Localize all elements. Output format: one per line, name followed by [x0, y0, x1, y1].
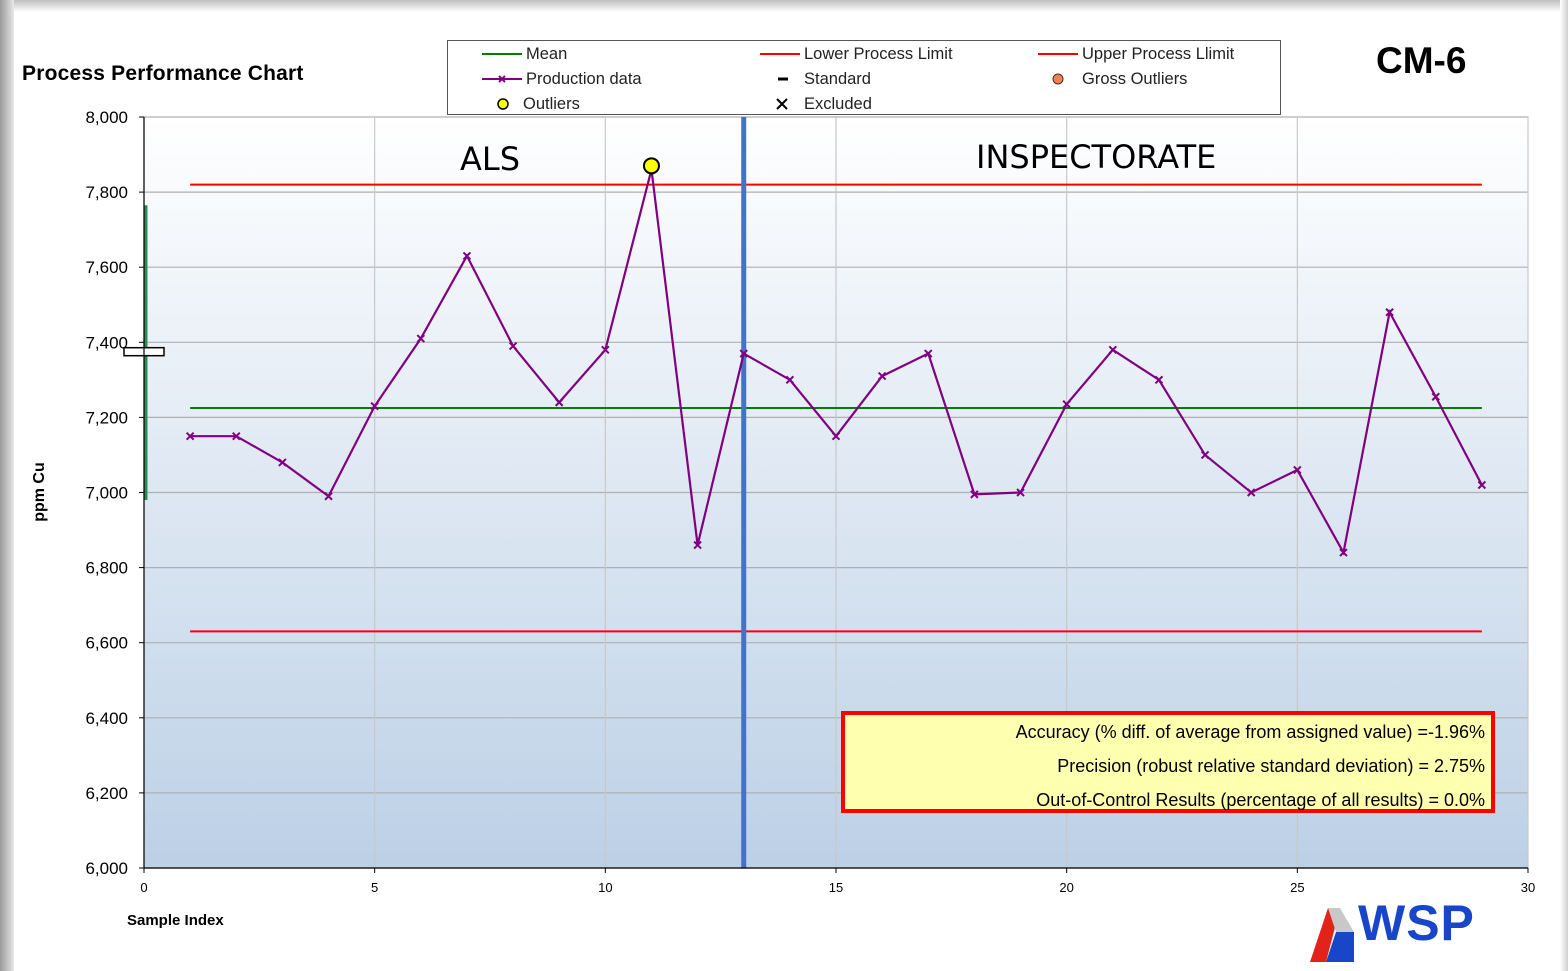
legend-label-standard: Standard [804, 69, 871, 88]
y-tick-label: 7,400 [85, 333, 128, 352]
legend-item-upl: Upper Process Llimit [1038, 43, 1234, 65]
production-data-point [785, 375, 795, 385]
lower-limit-line-icon [760, 53, 800, 55]
legend: Mean Production data Outliers Lower Proc… [447, 40, 1281, 115]
stats-box: Accuracy (% diff. of average from assign… [841, 711, 1495, 813]
x-tick-label: 15 [829, 880, 843, 895]
production-data-point [185, 431, 195, 441]
standard-dash-icon [778, 77, 788, 81]
region-label-als: ALS [460, 140, 521, 178]
legend-label-gross: Gross Outliers [1082, 69, 1188, 88]
stat-out-of-control: Out-of-Control Results (percentage of al… [1036, 790, 1485, 810]
y-tick-label: 7,000 [85, 484, 128, 503]
excluded-x-icon [776, 98, 788, 110]
outlier-marker-icon [497, 98, 509, 110]
production-data-point [1385, 308, 1394, 317]
x-tick-label: 30 [1521, 880, 1535, 895]
y-tick-label: 6,600 [85, 634, 128, 653]
y-tick-label: 7,600 [85, 258, 128, 277]
chart-code: CM-6 [1376, 40, 1467, 81]
y-tick-label: 6,000 [85, 859, 128, 878]
production-data-point [1339, 548, 1348, 557]
x-tick-label: 25 [1290, 880, 1304, 895]
production-data-point [970, 490, 979, 499]
production-data-point [278, 458, 287, 467]
frame-shadow-top [0, 0, 1568, 12]
legend-label-outliers: Outliers [523, 94, 580, 113]
production-line-icon [482, 75, 522, 83]
gross-outlier-icon [1052, 73, 1064, 85]
production-data-point [508, 341, 518, 351]
y-tick-label: 6,400 [85, 709, 128, 728]
production-data-point [1293, 465, 1302, 475]
legend-item-outliers: Outliers [495, 93, 580, 115]
y-tick-label: 8,000 [85, 108, 128, 127]
production-data-point [1477, 480, 1487, 490]
legend-label-excluded: Excluded [804, 94, 872, 113]
production-data-point [1016, 488, 1025, 497]
legend-item-gross: Gross Outliers [1048, 68, 1187, 90]
legend-item-mean: Mean [482, 43, 567, 65]
y-tick-label: 6,200 [85, 784, 128, 803]
production-data-point [232, 431, 241, 441]
production-data-point [462, 251, 472, 261]
upper-limit-line-icon [1038, 53, 1078, 55]
legend-item-standard: Standard [772, 68, 871, 90]
production-data-point [1154, 375, 1164, 385]
outlier-point [642, 157, 660, 175]
frame-shadow-right [1560, 0, 1568, 971]
legend-item-excluded: Excluded [772, 93, 872, 115]
production-data-point [693, 540, 702, 550]
production-data-point [416, 334, 426, 343]
frame-shadow-left [0, 0, 14, 971]
chart-title: Process Performance Chart [22, 62, 304, 85]
production-data-point [1431, 392, 1440, 401]
production-data-point [924, 349, 933, 358]
y-tick-label: 6,800 [85, 559, 128, 578]
legend-item-lpl: Lower Process Limit [760, 43, 953, 65]
mean-line-icon [482, 53, 522, 55]
y-axis-label: ppm Cu [31, 462, 48, 522]
production-data-point [370, 401, 379, 411]
production-data-point [601, 345, 610, 355]
x-tick-label: 20 [1059, 880, 1073, 895]
wsp-logo-text: WSP [1358, 895, 1475, 951]
production-data-point [1062, 400, 1071, 409]
y-tick-label: 7,200 [85, 408, 128, 427]
production-data-point [739, 349, 748, 358]
production-data-point [1246, 488, 1256, 497]
x-tick-label: 0 [140, 880, 147, 895]
x-tick-label: 5 [371, 880, 378, 895]
legend-label-lpl: Lower Process Limit [804, 44, 953, 63]
production-data-point [324, 492, 333, 501]
production-data-point [554, 398, 564, 407]
x-tick-label: 10 [598, 880, 612, 895]
wsp-logo: WSP [1306, 895, 1506, 964]
production-data-point [877, 371, 887, 381]
x-axis-label: Sample Index [127, 912, 224, 929]
region-label-inspectorate: INSPECTORATE [976, 138, 1217, 176]
legend-label-mean: Mean [526, 44, 568, 63]
wsp-logo-mark-icon [1310, 908, 1354, 962]
legend-label-production: Production data [526, 69, 642, 88]
production-data-point [831, 431, 841, 441]
legend-item-production: Production data [482, 68, 642, 90]
y-tick-label: 7,800 [85, 183, 128, 202]
production-data-point [1108, 345, 1118, 355]
production-data-point [1200, 450, 1210, 460]
stat-precision: Precision (robust relative standard devi… [1057, 756, 1485, 776]
legend-label-upl: Upper Process Llimit [1082, 44, 1235, 63]
stat-accuracy: Accuracy (% diff. of average from assign… [1015, 722, 1485, 742]
